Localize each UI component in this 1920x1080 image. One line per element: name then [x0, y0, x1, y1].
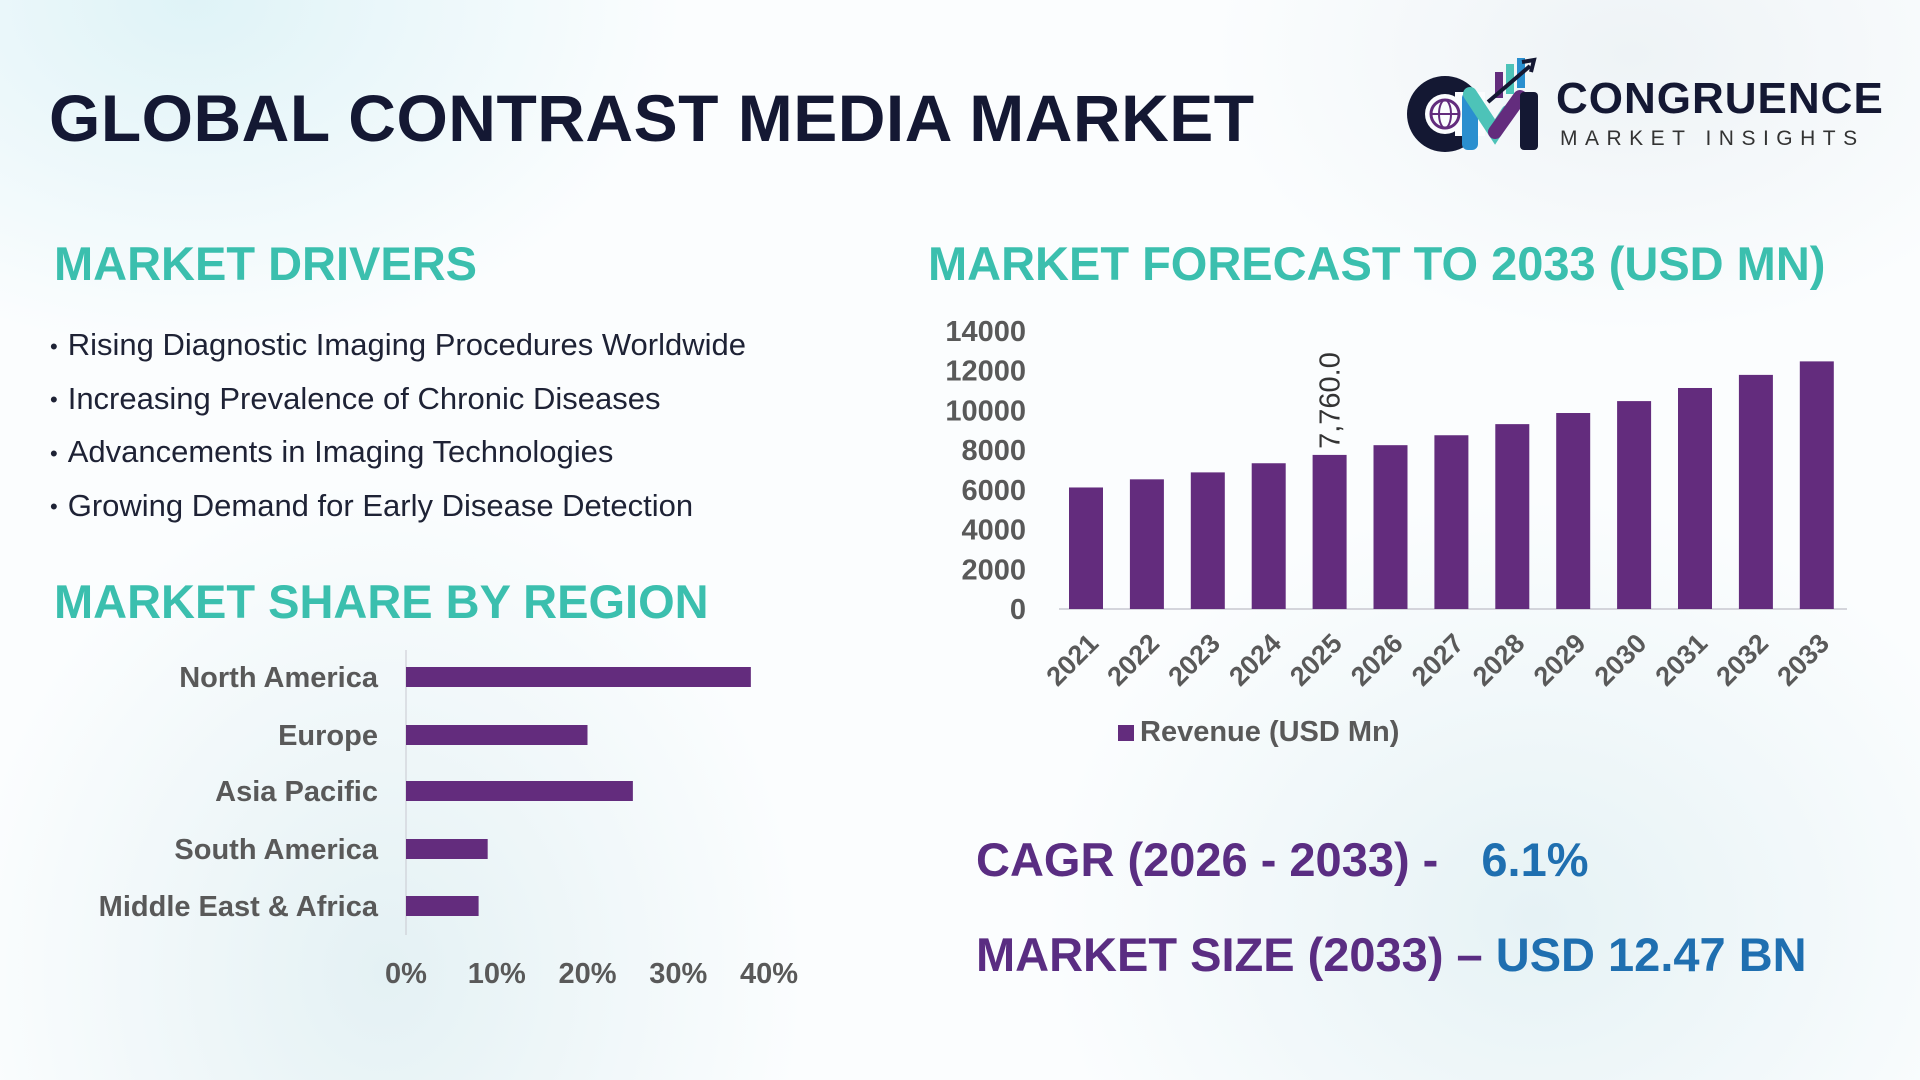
revenue-bar — [1312, 454, 1347, 609]
congruence-logo-icon — [1407, 57, 1538, 152]
region-x-tick: 0% — [385, 958, 427, 990]
y-tick-label: 8000 — [961, 435, 1026, 467]
bullet-icon: • — [50, 387, 58, 413]
revenue-bar — [1069, 487, 1103, 609]
region-label: Europe — [278, 720, 378, 752]
data-label: 7,760.0 — [1315, 352, 1347, 449]
logo-tagline: MARKET INSIGHTS — [1560, 127, 1865, 150]
y-tick-label: 10000 — [945, 395, 1026, 427]
revenue-bar — [1190, 472, 1225, 609]
region-heading: MARKET SHARE BY REGION — [54, 575, 709, 628]
region-bar — [406, 896, 479, 916]
revenue-bar — [1678, 387, 1712, 609]
x-tick-label: 2032 — [1710, 628, 1774, 692]
bullet-icon: • — [50, 440, 58, 466]
drivers-list: • Rising Diagnostic Imaging Procedures Wo… — [50, 322, 746, 536]
region-label: North America — [179, 662, 379, 694]
driver-item: • Advancements in Imaging Technologies — [50, 429, 746, 483]
x-tick-label: 2033 — [1771, 628, 1835, 692]
driver-text: Increasing Prevalence of Chronic Disease… — [67, 380, 661, 416]
x-tick-label: 2021 — [1041, 628, 1105, 692]
bullet-icon: • — [50, 494, 58, 520]
y-tick-label: 12000 — [945, 356, 1026, 388]
driver-item: • Growing Demand for Early Disease Detect… — [50, 483, 746, 537]
x-tick-label: 2028 — [1467, 628, 1531, 692]
market-size-value: USD 12.47 BN — [1495, 928, 1807, 981]
x-tick-label: 2026 — [1345, 628, 1409, 692]
y-tick-label: 4000 — [961, 515, 1026, 547]
revenue-bar — [1556, 413, 1591, 609]
region-label: South America — [174, 834, 378, 866]
region-x-tick: 10% — [468, 958, 526, 990]
region-bar — [406, 667, 751, 687]
y-tick-label: 0 — [1010, 594, 1026, 626]
y-tick-label: 2000 — [961, 554, 1026, 586]
revenue-bar — [1617, 401, 1652, 609]
region-bar — [406, 781, 633, 801]
x-tick-label: 2031 — [1650, 628, 1714, 692]
legend-label: Revenue (USD Mn) — [1140, 716, 1399, 748]
region-bar — [406, 839, 488, 859]
y-tick-label: 14000 — [945, 316, 1026, 348]
driver-text: Advancements in Imaging Technologies — [67, 434, 614, 469]
region-x-tick: 20% — [558, 958, 616, 990]
forecast-chart: 0 2000 4000 6000 8000 10000 12000 14000 20212022… — [945, 316, 1847, 748]
region-x-tick: 40% — [740, 958, 798, 990]
x-tick-label: 2023 — [1162, 628, 1226, 692]
driver-text: Rising Diagnostic Imaging Procedures Wor… — [67, 327, 746, 362]
x-tick-label: 2024 — [1223, 628, 1287, 692]
revenue-bar — [1799, 361, 1834, 609]
forecast-heading: MARKET FORECAST TO 2033 (USD MN) — [928, 237, 1826, 290]
y-tick-label: 6000 — [961, 475, 1026, 507]
logo-name: CONGRUENCE — [1556, 74, 1884, 123]
cagr-row: CAGR (2026 - 2033) - 6.1% — [976, 832, 1589, 887]
revenue-bar — [1129, 479, 1164, 609]
region-label: Middle East & Africa — [99, 891, 379, 923]
region-bar — [406, 725, 588, 745]
revenue-bar — [1373, 445, 1408, 609]
driver-item: • Rising Diagnostic Imaging Procedures Wo… — [50, 322, 746, 376]
market-size-row: MARKET SIZE (2033) – USD 12.47 BN — [976, 927, 1807, 982]
drivers-heading: MARKET DRIVERS — [54, 237, 478, 290]
revenue-bar — [1251, 463, 1286, 609]
x-tick-label: 2030 — [1589, 628, 1653, 692]
x-tick-label: 2027 — [1406, 628, 1470, 692]
revenue-bar — [1434, 435, 1469, 609]
region-label: Asia Pacific — [215, 776, 378, 808]
cagr-label: CAGR (2026 - 2033) - — [976, 833, 1439, 886]
bullet-icon: • — [50, 333, 58, 359]
revenue-bar — [1738, 374, 1773, 609]
region-x-tick: 30% — [649, 958, 707, 990]
x-tick-label: 2022 — [1101, 628, 1165, 692]
region-share-chart: North America Europe Asia Pacific South Ame… — [99, 650, 798, 990]
legend-swatch — [1118, 725, 1134, 741]
x-tick-label: 2029 — [1528, 628, 1592, 692]
revenue-bar — [1495, 424, 1530, 609]
driver-text: Growing Demand for Early Disease Detecti… — [67, 487, 694, 523]
page-title: GLOBAL CONTRAST MEDIA MARKET — [49, 81, 1255, 155]
cagr-value: 6.1% — [1481, 833, 1589, 886]
x-tick-label: 2025 — [1284, 628, 1348, 692]
driver-item: • Increasing Prevalence of Chronic Diseas… — [50, 376, 746, 430]
market-size-label: MARKET SIZE (2033) – — [976, 928, 1483, 981]
